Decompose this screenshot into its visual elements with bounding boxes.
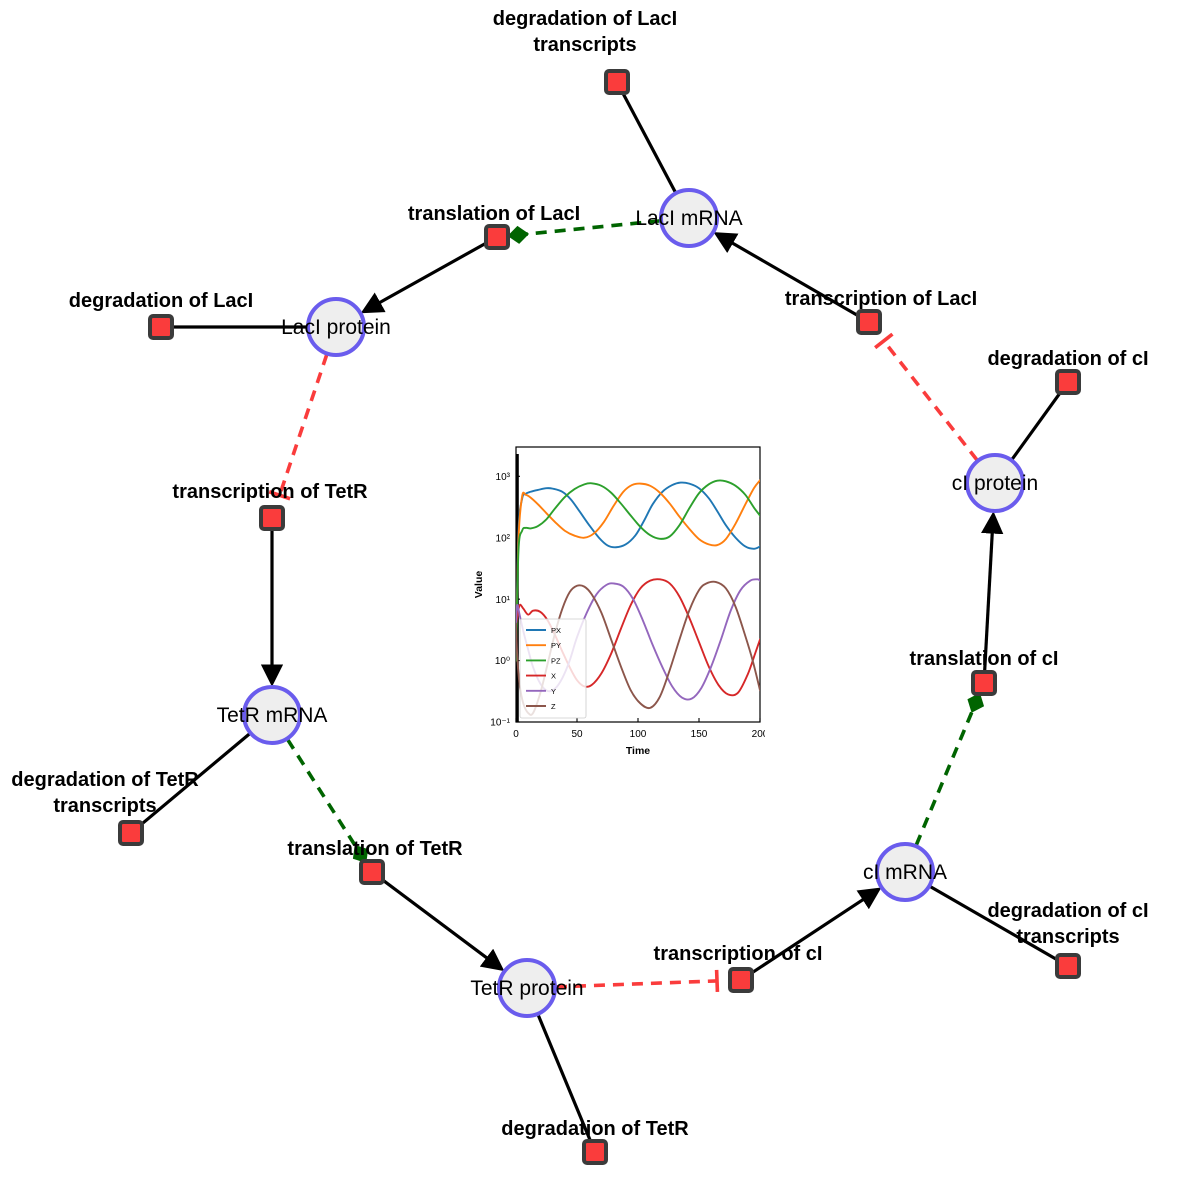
x-tick-label: 0	[513, 729, 519, 740]
edge-catalysis	[914, 692, 985, 846]
reaction-label-deg_laci_transcripts: degradation of LacI transcripts	[493, 8, 677, 56]
reaction-label-deg_tetr: degradation of TetR	[501, 1118, 689, 1140]
species-label-tetr_protein: TetR protein	[470, 977, 583, 1000]
y-tick-label: 10⁻¹	[490, 718, 510, 729]
edge-inhibition	[882, 339, 979, 462]
series-line-PZ	[516, 479, 760, 662]
x-tick-label: 100	[630, 729, 647, 740]
edge-consumption	[929, 885, 1059, 962]
reaction-label-deg_tetr_transcripts: degradation of TetR transcripts	[11, 769, 199, 817]
reaction-label-transcription_ci: transcription of cI	[654, 943, 823, 965]
inhibition-bar-icon	[268, 490, 291, 501]
y-tick-label: 10⁰	[495, 656, 510, 667]
x-axis-title: Time	[626, 745, 650, 757]
legend-label-Y: Y	[551, 687, 556, 696]
series-line-X	[516, 578, 760, 697]
x-tick-label: 150	[691, 729, 708, 740]
x-axis-ticks: 0 50 100 150 200	[513, 718, 765, 740]
reaction-node-translation_laci[interactable]	[484, 224, 510, 250]
reaction-node-deg_laci_transcripts[interactable]	[604, 69, 630, 95]
legend-label-Z: Z	[551, 702, 556, 711]
reaction-label-deg_ci: degradation of cI	[987, 348, 1148, 370]
legend-label-X: X	[551, 672, 556, 681]
reaction-label-deg_ci_transcripts: degradation of cI transcripts	[987, 900, 1148, 948]
reaction-label-transcription_tetr: transcription of TetR	[172, 481, 368, 503]
reaction-node-deg_laci[interactable]	[148, 314, 174, 340]
node-layer	[118, 69, 1081, 1165]
species-label-ci_protein: cI protein	[952, 472, 1038, 495]
edge-catalysis	[507, 219, 661, 244]
reaction-node-translation_ci[interactable]	[971, 670, 997, 696]
species-label-laci_protein: LacI protein	[281, 316, 391, 339]
reaction-label-deg_laci: degradation of LacI	[69, 290, 253, 312]
edge-catalysis	[286, 738, 369, 864]
species-node-laci_mrna[interactable]	[659, 188, 719, 248]
species-node-ci_mrna[interactable]	[875, 842, 935, 902]
edge-inhibition	[277, 353, 329, 496]
reaction-node-translation_tetr[interactable]	[359, 859, 385, 885]
species-label-laci_mrna: LacI mRNA	[635, 207, 742, 230]
chart-legend: PX PY PZ XYZ	[519, 618, 587, 719]
species-node-ci_protein[interactable]	[965, 453, 1025, 513]
reaction-label-transcription_laci: transcription of LacI	[785, 288, 977, 310]
reaction-node-transcription_ci[interactable]	[728, 967, 754, 993]
reaction-node-transcription_tetr[interactable]	[259, 505, 285, 531]
reaction-label-translation_ci: translation of cI	[910, 648, 1059, 670]
label-layer: LacI mRNA LacI protein cI protein TetR mRNA…	[11, 8, 1148, 1140]
edge-production	[750, 887, 882, 975]
reaction-node-deg_ci[interactable]	[1055, 369, 1081, 395]
inhibition-bar-icon	[874, 332, 894, 350]
edge-production	[981, 511, 1004, 672]
inset-timecourse-plot: 10⁻¹10⁰10¹10²10³050100150200TimeValuePXP…	[470, 435, 765, 760]
y-tick-label: 10³	[496, 472, 511, 483]
species-node-tetr_mrna[interactable]	[242, 685, 302, 745]
y-tick-label: 10²	[496, 533, 511, 544]
edge-layer	[139, 91, 1063, 1142]
legend-label-PY: PY	[551, 641, 561, 650]
reaction-node-deg_ci_transcripts[interactable]	[1055, 953, 1081, 979]
reaction-node-deg_tetr_transcripts[interactable]	[118, 820, 144, 846]
species-node-laci_protein[interactable]	[306, 297, 366, 357]
reaction-node-deg_tetr[interactable]	[582, 1139, 608, 1165]
inhibition-bar-icon	[714, 969, 720, 992]
timecourse-chart: 10⁻¹10⁰10¹10²10³050100150200TimeValuePXP…	[473, 446, 765, 757]
series-line-PX	[516, 481, 760, 662]
reaction-node-transcription_laci[interactable]	[856, 309, 882, 335]
x-tick-label: 200	[752, 729, 765, 740]
legend-label-PZ: PZ	[551, 656, 561, 665]
edge-consumption	[536, 1014, 592, 1142]
species-label-tetr_mrna: TetR mRNA	[217, 704, 328, 727]
edge-inhibition	[555, 979, 718, 989]
edge-production	[380, 877, 505, 972]
y-axis-title: Value	[473, 571, 485, 599]
edge-consumption	[1010, 390, 1063, 461]
x-tick-label: 50	[571, 729, 583, 740]
edge-production	[360, 241, 488, 314]
reaction-label-translation_laci: translation of LacI	[408, 203, 580, 225]
edge-production	[713, 232, 860, 318]
species-label-ci_mrna: cI mRNA	[863, 861, 947, 884]
y-tick-label: 10¹	[496, 595, 511, 606]
legend-label-PX: PX	[551, 626, 561, 635]
series-line-PY	[516, 479, 760, 662]
edge-consumption	[139, 732, 251, 827]
reaction-label-translation_tetr: translation of TetR	[287, 838, 463, 860]
edge-consumption	[621, 91, 677, 194]
species-node-tetr_protein[interactable]	[497, 958, 557, 1018]
